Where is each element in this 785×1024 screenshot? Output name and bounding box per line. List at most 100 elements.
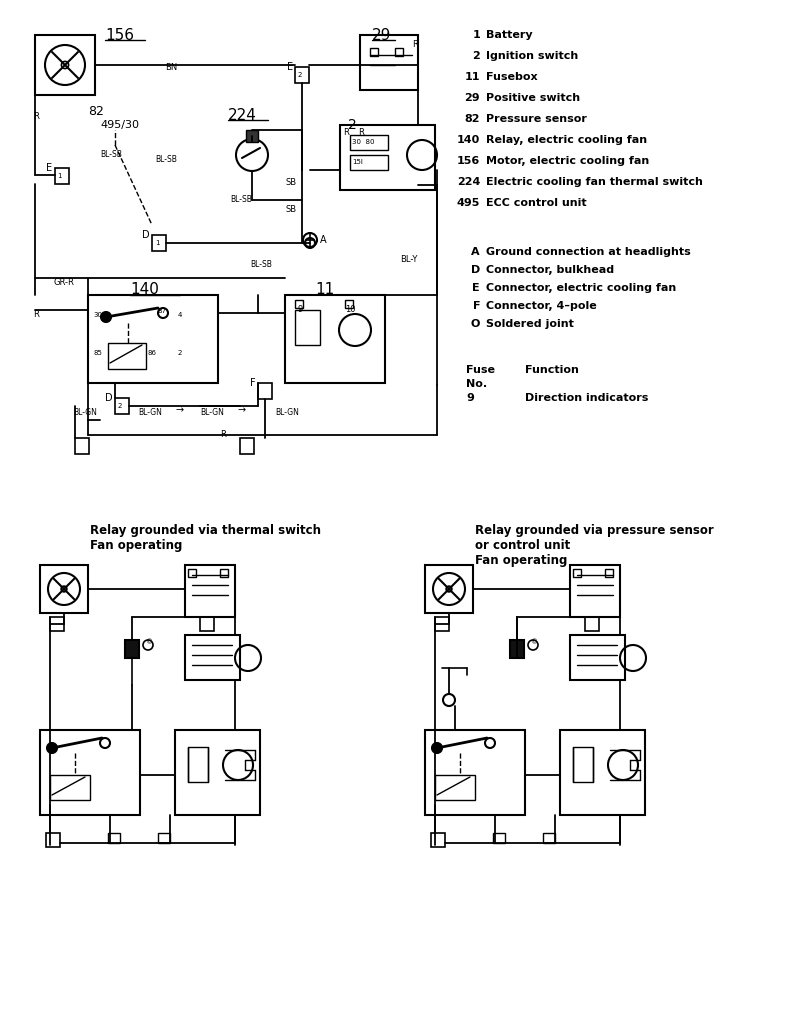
Text: Function: Function (525, 365, 579, 375)
Text: Fuse: Fuse (466, 365, 495, 375)
Bar (435, 775, 475, 800)
Text: 495: 495 (457, 198, 480, 208)
Text: F: F (473, 301, 480, 311)
Text: Connector, bulkhead: Connector, bulkhead (486, 265, 614, 275)
Text: 29: 29 (465, 93, 480, 103)
Text: Connector, electric cooling fan: Connector, electric cooling fan (486, 283, 676, 293)
Text: R: R (220, 430, 226, 439)
Text: Direction indicators: Direction indicators (525, 393, 648, 403)
Bar (370, 48, 378, 56)
Bar (543, 833, 555, 843)
Text: 29: 29 (372, 28, 392, 43)
Text: A: A (471, 247, 480, 257)
Text: No.: No. (466, 379, 487, 389)
Text: ECC control unit: ECC control unit (486, 198, 586, 208)
Text: Soldered joint: Soldered joint (486, 319, 574, 329)
Bar (360, 35, 418, 90)
Bar (46, 833, 60, 847)
Text: R: R (33, 112, 39, 121)
Text: 30  80: 30 80 (352, 139, 374, 145)
Text: 224: 224 (457, 177, 480, 187)
Text: 2: 2 (348, 118, 356, 132)
Text: E: E (287, 62, 293, 72)
Text: BL-SB: BL-SB (230, 195, 252, 204)
Text: SB: SB (285, 178, 296, 187)
Text: 140: 140 (130, 282, 159, 297)
Bar (295, 310, 320, 345)
Bar (55, 168, 69, 184)
Text: 2: 2 (118, 403, 122, 409)
Bar (185, 565, 235, 617)
Text: 2: 2 (473, 51, 480, 61)
Text: R: R (412, 40, 418, 49)
Text: 11: 11 (465, 72, 480, 82)
Bar (50, 775, 90, 800)
Text: GR-R: GR-R (53, 278, 74, 287)
Bar (585, 617, 599, 631)
Bar (573, 569, 581, 577)
Text: Fusebox: Fusebox (486, 72, 538, 82)
Text: Connector, 4–pole: Connector, 4–pole (486, 301, 597, 311)
Bar (115, 398, 129, 414)
Text: E: E (46, 163, 52, 173)
Text: 1: 1 (155, 240, 159, 246)
Text: BL-GN: BL-GN (138, 408, 162, 417)
Text: 9: 9 (466, 393, 474, 403)
Text: 86: 86 (148, 350, 157, 356)
Bar (435, 617, 449, 631)
Bar (425, 730, 525, 815)
Text: 82: 82 (465, 114, 480, 124)
Text: 9: 9 (297, 305, 302, 314)
Bar (108, 833, 120, 843)
Text: BL-Y: BL-Y (400, 255, 418, 264)
Text: 140: 140 (457, 135, 480, 145)
Text: Motor, electric cooling fan: Motor, electric cooling fan (486, 156, 649, 166)
Text: Relay grounded via thermal switch
Fan operating: Relay grounded via thermal switch Fan op… (90, 524, 321, 552)
Bar (605, 569, 613, 577)
Text: 11: 11 (315, 282, 334, 297)
Text: 156: 156 (105, 28, 134, 43)
Bar (35, 35, 95, 95)
Circle shape (61, 586, 67, 592)
Circle shape (432, 743, 442, 753)
Text: R: R (343, 128, 349, 137)
Text: D: D (471, 265, 480, 275)
Text: D: D (142, 230, 150, 240)
Text: 495/30: 495/30 (100, 120, 139, 130)
Text: BL-SB: BL-SB (155, 155, 177, 164)
Text: 87: 87 (158, 308, 167, 314)
Bar (295, 67, 309, 83)
Bar (570, 635, 625, 680)
Text: F: F (250, 378, 256, 388)
Bar (350, 155, 388, 170)
Bar (425, 565, 473, 613)
Text: Positive switch: Positive switch (486, 93, 580, 103)
Text: R: R (33, 310, 39, 319)
Bar (108, 343, 146, 369)
Text: 85: 85 (93, 350, 102, 356)
Text: D: D (105, 393, 113, 403)
Text: 224: 224 (228, 108, 257, 123)
Bar (188, 746, 208, 782)
Text: 2: 2 (178, 350, 182, 356)
Text: O: O (471, 319, 480, 329)
Text: Battery: Battery (486, 30, 533, 40)
Bar (295, 300, 303, 308)
Bar (340, 125, 435, 190)
Bar (493, 833, 505, 843)
Text: Ignition switch: Ignition switch (486, 51, 579, 61)
Bar (510, 640, 524, 658)
Text: Electric cooling fan thermal switch: Electric cooling fan thermal switch (486, 177, 703, 187)
Bar (285, 295, 385, 383)
Bar (75, 438, 89, 454)
Text: A: A (320, 234, 327, 245)
Text: BL-GN: BL-GN (275, 408, 299, 417)
Bar (240, 438, 254, 454)
Text: 10: 10 (345, 305, 356, 314)
Text: Relay grounded via pressure sensor
or control unit
Fan operating: Relay grounded via pressure sensor or co… (475, 524, 714, 567)
Bar (258, 383, 272, 399)
Text: BL-SB: BL-SB (250, 260, 272, 269)
Circle shape (47, 743, 57, 753)
Text: 1: 1 (57, 173, 61, 179)
Text: 30: 30 (93, 312, 102, 318)
